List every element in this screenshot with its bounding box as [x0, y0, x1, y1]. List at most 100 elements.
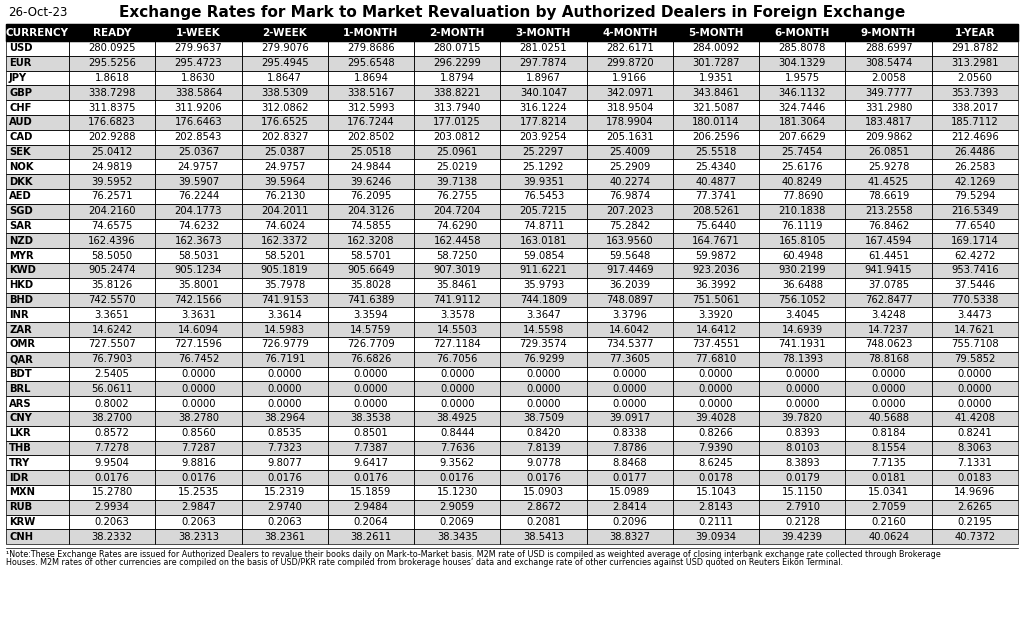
Text: 727.5507: 727.5507	[88, 339, 136, 349]
Bar	[759, 411, 846, 426]
Text: 295.4723: 295.4723	[175, 58, 222, 68]
Text: 162.4396: 162.4396	[88, 236, 136, 246]
Bar	[6, 56, 1018, 71]
Text: 1-MONTH: 1-MONTH	[343, 28, 398, 38]
Text: SAR: SAR	[9, 221, 32, 231]
Text: 2.9847: 2.9847	[181, 502, 216, 512]
Text: 2.9059: 2.9059	[439, 502, 475, 512]
Text: 321.5087: 321.5087	[692, 103, 739, 113]
Bar	[6, 500, 69, 515]
Text: 76.2571: 76.2571	[91, 191, 133, 201]
Text: 0.2128: 0.2128	[784, 517, 820, 527]
Text: 203.0812: 203.0812	[433, 132, 481, 142]
Bar	[932, 41, 1018, 56]
Text: 1.8967: 1.8967	[526, 73, 561, 83]
Bar	[328, 337, 414, 352]
Text: 0.0000: 0.0000	[785, 399, 819, 409]
Text: 77.6810: 77.6810	[695, 354, 736, 364]
Text: 301.7287: 301.7287	[692, 58, 739, 68]
Text: 207.2023: 207.2023	[606, 206, 653, 216]
Text: 38.3435: 38.3435	[437, 532, 477, 542]
Text: 0.0000: 0.0000	[353, 399, 388, 409]
Text: 0.0000: 0.0000	[267, 399, 302, 409]
Text: 204.1773: 204.1773	[175, 206, 222, 216]
Bar	[759, 248, 846, 263]
Text: 14.6412: 14.6412	[695, 325, 736, 335]
Bar	[242, 71, 328, 85]
Text: BRL: BRL	[9, 384, 31, 394]
Bar	[156, 367, 242, 381]
Bar	[932, 529, 1018, 544]
Bar	[156, 307, 242, 322]
Bar	[759, 293, 846, 307]
Bar	[673, 204, 759, 219]
Text: DKK: DKK	[9, 177, 33, 187]
Bar	[414, 441, 501, 455]
Text: 176.7244: 176.7244	[347, 117, 395, 127]
Bar	[673, 500, 759, 515]
Bar	[328, 307, 414, 322]
Text: 0.0000: 0.0000	[181, 369, 216, 379]
Text: 734.5377: 734.5377	[606, 339, 653, 349]
Text: 744.1809: 744.1809	[520, 295, 567, 305]
Text: 0.0176: 0.0176	[353, 473, 388, 483]
Text: 316.1224: 316.1224	[520, 103, 567, 113]
Bar	[846, 352, 932, 367]
Text: 56.0611: 56.0611	[91, 384, 133, 394]
Bar	[587, 85, 673, 100]
Bar	[759, 337, 846, 352]
Bar	[69, 233, 156, 248]
Text: 59.5648: 59.5648	[609, 251, 650, 261]
Bar	[328, 100, 414, 115]
Bar	[6, 204, 1018, 219]
Text: 0.0000: 0.0000	[181, 384, 216, 394]
Text: 76.7191: 76.7191	[264, 354, 305, 364]
Text: 941.9415: 941.9415	[865, 265, 912, 275]
Bar	[501, 396, 587, 411]
Text: 40.4877: 40.4877	[695, 177, 736, 187]
Text: 0.0176: 0.0176	[94, 473, 130, 483]
Bar	[242, 24, 328, 41]
Bar	[328, 322, 414, 337]
Bar	[673, 381, 759, 396]
Text: 39.0917: 39.0917	[609, 413, 650, 423]
Bar	[587, 219, 673, 233]
Text: CURRENCY: CURRENCY	[6, 28, 69, 38]
Text: 0.0000: 0.0000	[871, 369, 906, 379]
Text: AED: AED	[9, 191, 32, 201]
Text: 59.9872: 59.9872	[695, 251, 736, 261]
Bar	[242, 278, 328, 293]
Bar	[414, 159, 501, 174]
Text: INR: INR	[9, 310, 29, 320]
Text: 299.8720: 299.8720	[606, 58, 653, 68]
Bar	[242, 233, 328, 248]
Bar	[759, 41, 846, 56]
Bar	[501, 352, 587, 367]
Text: 15.0341: 15.0341	[868, 487, 909, 497]
Bar	[156, 56, 242, 71]
Text: 37.5446: 37.5446	[954, 280, 995, 290]
Text: 74.6575: 74.6575	[91, 221, 133, 231]
Text: 318.9504: 318.9504	[606, 103, 653, 113]
Text: 295.4945: 295.4945	[261, 58, 308, 68]
Bar	[846, 145, 932, 159]
Bar	[759, 115, 846, 130]
Text: 14.6042: 14.6042	[609, 325, 650, 335]
Text: 279.9076: 279.9076	[261, 43, 308, 53]
Text: 284.0092: 284.0092	[692, 43, 739, 53]
Text: 7.7387: 7.7387	[353, 443, 388, 453]
Text: 285.8078: 285.8078	[778, 43, 826, 53]
Bar	[6, 441, 69, 455]
Text: 2.0560: 2.0560	[957, 73, 992, 83]
Bar	[846, 115, 932, 130]
Bar	[328, 130, 414, 145]
Text: 204.2011: 204.2011	[261, 206, 308, 216]
Bar	[69, 145, 156, 159]
Bar	[414, 500, 501, 515]
Text: 748.0623: 748.0623	[865, 339, 912, 349]
Text: Houses. M2M rates of other currencies are compiled on the basis of USD/PKR rate : Houses. M2M rates of other currencies ar…	[6, 558, 843, 567]
Text: 0.0176: 0.0176	[439, 473, 475, 483]
Text: 202.9288: 202.9288	[88, 132, 136, 142]
Text: 0.8241: 0.8241	[957, 428, 992, 438]
Bar	[156, 470, 242, 485]
